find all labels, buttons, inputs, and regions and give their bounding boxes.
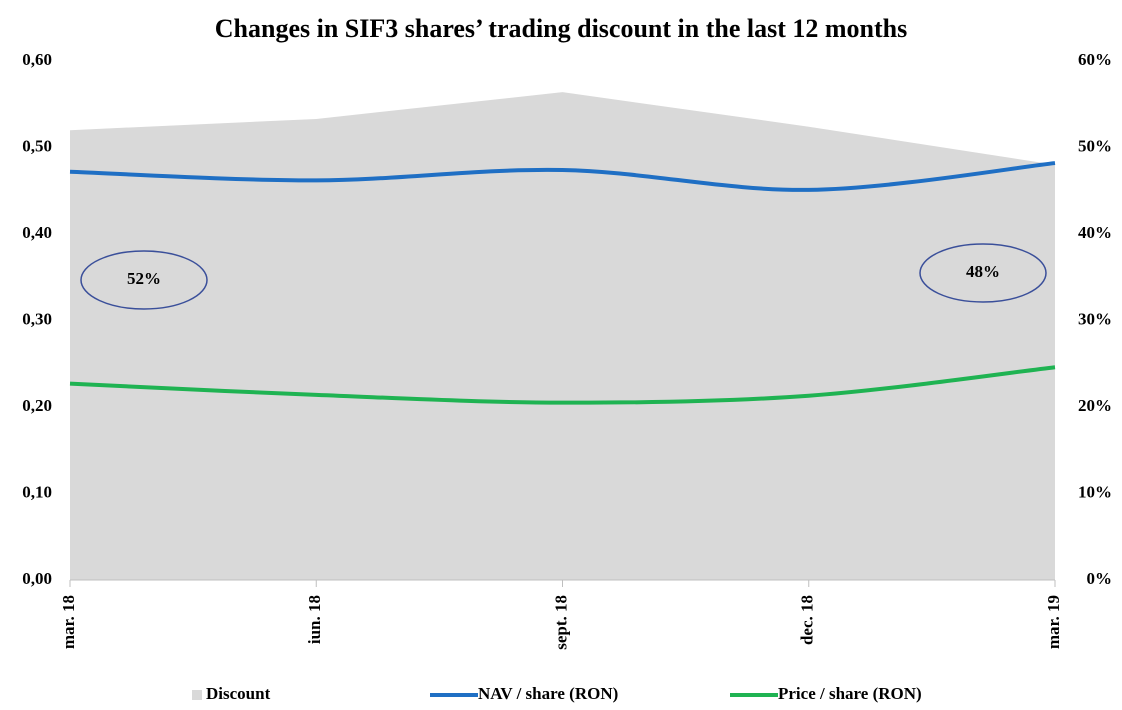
line (69, 365, 1056, 405)
y2-tick-label: 40% (1078, 223, 1112, 242)
legend-swatch (192, 690, 202, 700)
y2-tick-label: 0% (1087, 569, 1113, 588)
line (69, 161, 1056, 192)
area (70, 92, 1055, 580)
y-tick-label: 0,20 (22, 396, 52, 415)
y2-tick-label: 30% (1078, 309, 1112, 328)
x-tick-label: iun. 18 (305, 595, 324, 644)
legend-label: Discount (206, 684, 271, 703)
x-tick-label: mar. 19 (1044, 595, 1063, 649)
x-tick-label: dec. 18 (798, 595, 817, 645)
chart-title: Changes in SIF3 shares’ trading discount… (215, 14, 908, 43)
annotation: 52% (127, 269, 161, 288)
annotation-ellipse (80, 250, 208, 310)
legend-label: Price / share (RON) (778, 684, 922, 703)
y-tick-label: 0,40 (22, 223, 52, 242)
y2-tick-label: 10% (1078, 482, 1112, 501)
y2-tick-label: 60% (1078, 50, 1112, 69)
annotation: 48% (966, 262, 1000, 281)
y2-tick-label: 50% (1078, 136, 1112, 155)
legend-label: NAV / share (RON) (478, 684, 618, 703)
y-tick-label: 0,10 (22, 482, 52, 501)
y2-tick-label: 20% (1078, 396, 1112, 415)
annotation-ellipse (919, 243, 1047, 303)
y-tick-label: 0,50 (22, 136, 52, 155)
y-tick-label: 0,00 (22, 569, 52, 588)
y-tick-label: 0,30 (22, 309, 52, 328)
x-tick-label: sept. 18 (551, 595, 570, 650)
y-tick-label: 0,60 (22, 50, 52, 69)
x-tick-label: mar. 18 (59, 595, 78, 649)
